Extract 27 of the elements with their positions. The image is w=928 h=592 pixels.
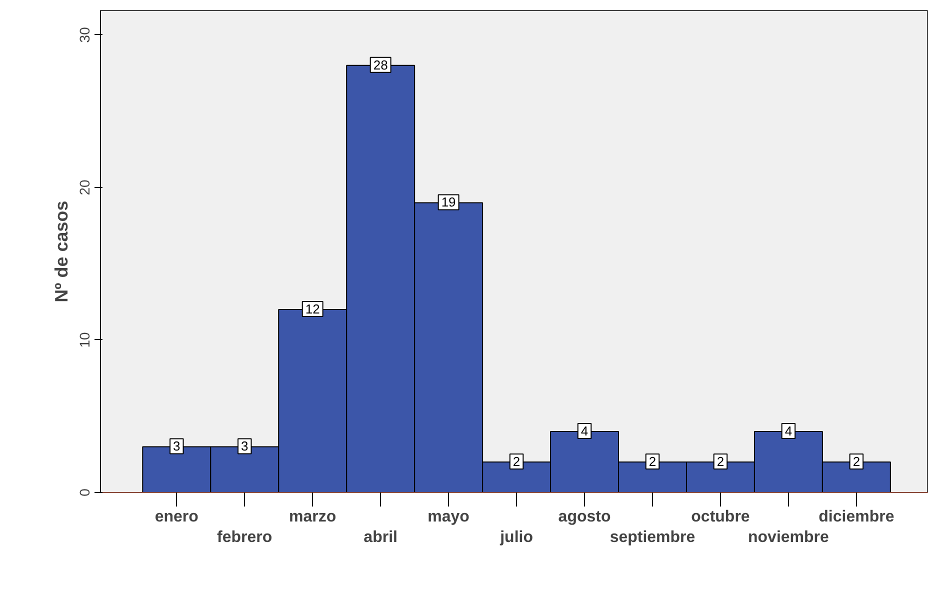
- data-label: 2: [716, 454, 724, 469]
- y-tick-label: 0: [76, 488, 92, 496]
- data-label: 4: [580, 423, 588, 438]
- y-tick-label: 10: [76, 332, 92, 348]
- x-tick-label: marzo: [289, 508, 336, 526]
- data-label: 2: [648, 454, 656, 469]
- x-tick-label: diciembre: [818, 508, 894, 526]
- data-label: 19: [441, 194, 456, 210]
- data-label: 12: [305, 301, 320, 316]
- x-tick-label: abril: [364, 528, 398, 546]
- data-label: 4: [784, 423, 792, 438]
- data-label: 3: [241, 438, 248, 454]
- x-tick-label: noviembre: [748, 528, 830, 546]
- y-axis-title: Nº de casos: [52, 200, 72, 302]
- y-tick-label: 30: [76, 26, 92, 43]
- x-tick-label: enero: [154, 508, 199, 526]
- y-tick-label: 20: [76, 179, 92, 196]
- x-tick-label: septiembre: [610, 528, 696, 546]
- x-tick-label: julio: [499, 528, 534, 546]
- data-label: 28: [373, 57, 388, 72]
- x-tick-label: febrero: [217, 528, 272, 546]
- data-label: 2: [852, 454, 860, 469]
- data-label: 3: [173, 438, 180, 454]
- data-label: 2: [512, 454, 520, 469]
- x-tick-label: octubre: [691, 508, 750, 526]
- x-tick-label: mayo: [428, 508, 470, 526]
- x-tick-label: agosto: [558, 508, 611, 526]
